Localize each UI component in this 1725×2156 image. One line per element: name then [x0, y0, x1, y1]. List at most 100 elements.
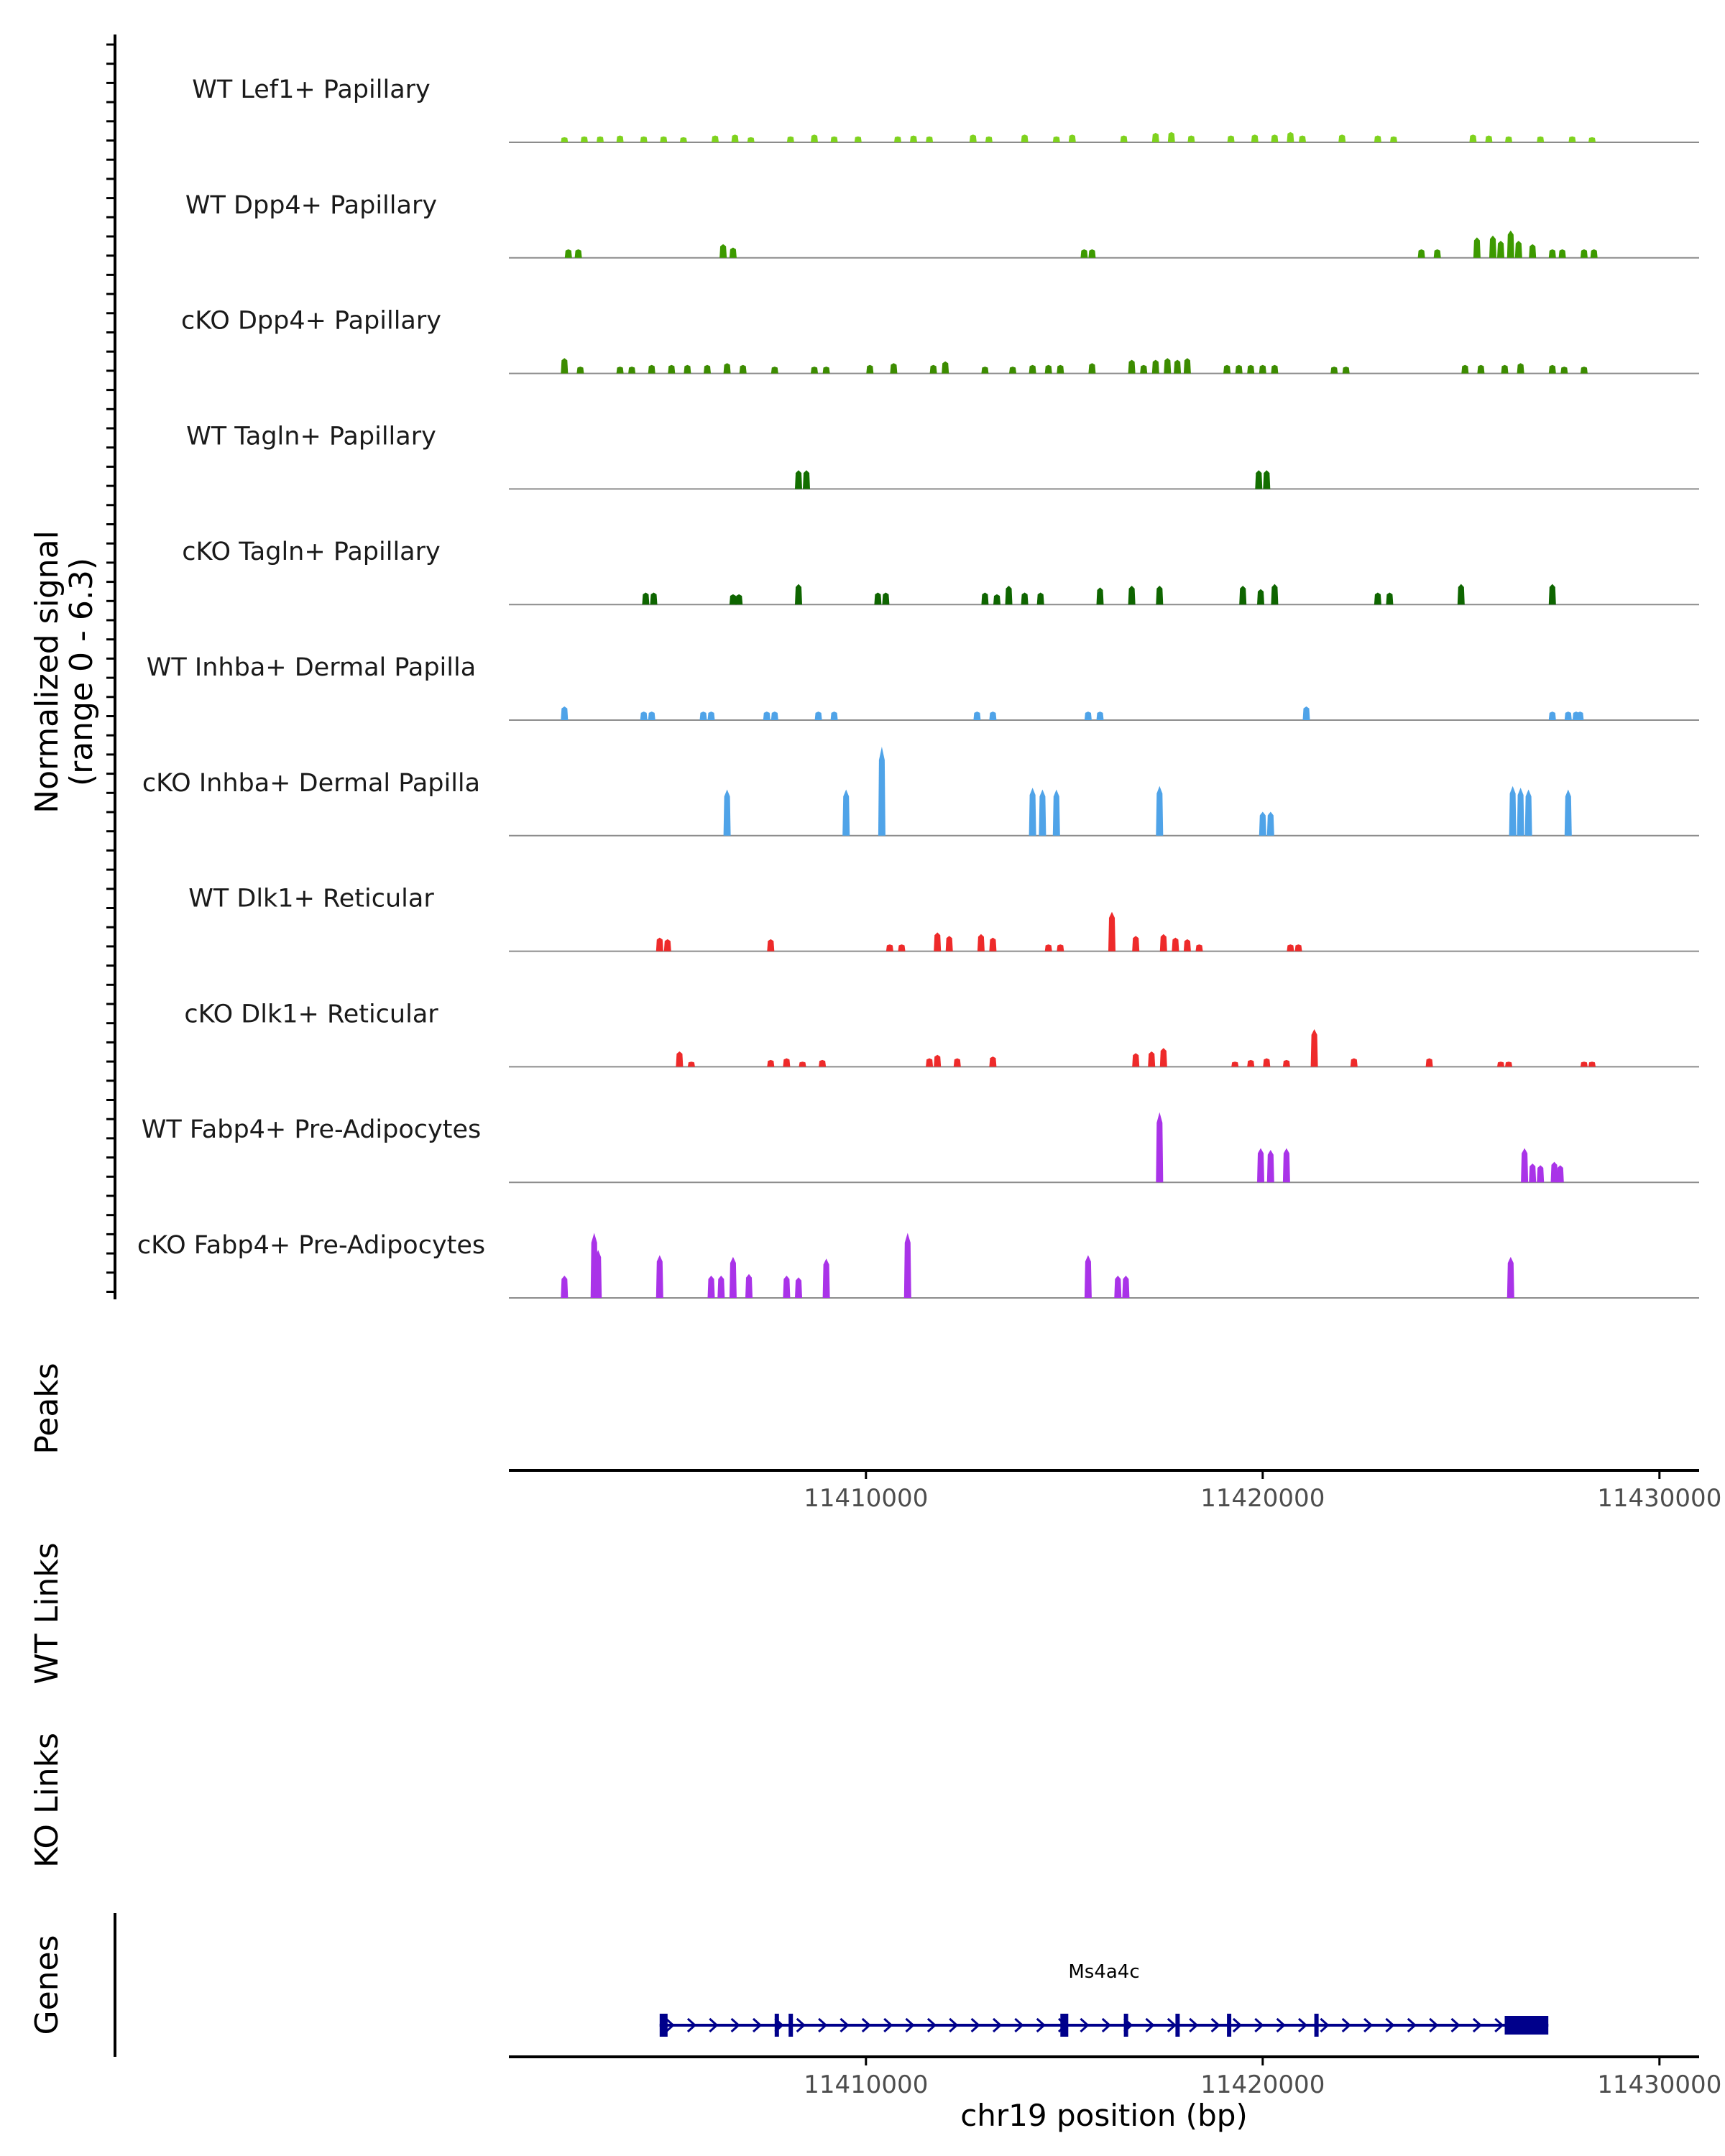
signal-peak	[707, 1276, 715, 1298]
x-axis-title: chr19 position (bp)	[960, 2098, 1248, 2133]
signal-peak	[660, 136, 668, 142]
signal-peak	[1524, 789, 1532, 836]
signal-peak	[1263, 470, 1271, 489]
signal-peak	[1564, 789, 1572, 836]
signal-peak	[723, 789, 731, 836]
signal-peak	[1223, 364, 1231, 374]
signal-peak	[1247, 1059, 1255, 1067]
signal-peak	[1537, 1165, 1545, 1183]
signal-peak	[1021, 592, 1029, 605]
signal-peak	[731, 134, 739, 142]
signal-peak	[898, 944, 906, 952]
ko-links-panel-label: KO Links	[29, 1733, 65, 1868]
signal-peak	[1302, 706, 1310, 720]
gene-strand-arrow	[1429, 2017, 1439, 2033]
signal-peak	[745, 1273, 753, 1298]
signal-peak	[1068, 134, 1076, 142]
signal-peak	[989, 711, 997, 720]
signal-peak	[767, 939, 775, 952]
gene-name-label: Ms4a4c	[1068, 1961, 1139, 1983]
signal-peak	[1505, 136, 1512, 142]
signal-peak	[1108, 911, 1116, 952]
signal-peak	[1251, 134, 1259, 142]
signal-peak	[1227, 135, 1235, 142]
signal-peak	[830, 136, 838, 142]
signal-peak	[1282, 1148, 1290, 1183]
signal-peak	[1156, 586, 1164, 605]
signal-track: WT Dlk1+ Reticular	[188, 885, 1699, 952]
signal-peak	[934, 932, 942, 952]
signal-peak	[1195, 944, 1203, 952]
signal-peak	[1263, 1058, 1271, 1067]
gene-strand-arrow	[1080, 2017, 1090, 2033]
gene-strand-arrow	[1363, 2017, 1374, 2033]
signal-peak	[648, 364, 656, 374]
gene-exon	[774, 2014, 779, 2037]
signal-peak	[1235, 364, 1243, 374]
gene-track: Ms4a4c	[659, 1961, 1549, 2037]
gene-strand-arrow	[1320, 2017, 1330, 2033]
signal-peak	[1080, 249, 1088, 258]
track-label: WT Dpp4+ Papillary	[185, 191, 437, 220]
signal-peak	[1485, 135, 1493, 142]
gene-strand-arrow	[752, 2017, 763, 2033]
signal-peak	[1266, 811, 1274, 836]
peaks-x-axis: 11410000 11420000 11430000	[804, 1470, 1721, 1513]
signal-peak	[882, 592, 890, 605]
track-label: WT Inhba+ Dermal Papilla	[147, 653, 476, 682]
signal-peak	[1096, 711, 1104, 720]
signal-peak	[1088, 249, 1096, 258]
signal-peak	[1287, 944, 1294, 952]
signal-peak	[934, 1054, 942, 1067]
signal-peak	[650, 592, 658, 605]
signal-peak	[668, 364, 676, 374]
signal-peak	[890, 363, 898, 374]
signal-peak	[729, 1256, 737, 1298]
signal-peak	[1239, 586, 1247, 605]
gene-strand-arrow	[1145, 2017, 1155, 2033]
signal-peak	[945, 936, 953, 952]
signal-peak	[926, 1058, 934, 1067]
signal-peak	[770, 367, 778, 374]
signal-peak	[969, 134, 977, 142]
signal-peak	[1469, 134, 1477, 142]
gene-strand-arrow	[686, 2017, 697, 2033]
signal-peak	[803, 470, 810, 489]
signal-peak	[735, 594, 743, 605]
signal-peak	[903, 1233, 911, 1298]
gene-strand-arrow	[1472, 2017, 1483, 2033]
track-label: cKO Fabp4+ Pre-Adipocytes	[137, 1231, 485, 1260]
signal-peak	[973, 711, 981, 720]
signal-peak	[729, 247, 737, 258]
signal-peak	[1036, 592, 1044, 605]
signal-peak	[1517, 788, 1524, 836]
signal-peak	[1501, 364, 1509, 374]
signal-peak	[597, 136, 604, 142]
signal-peak	[767, 1059, 775, 1067]
signal-track: cKO Tagln+ Papillary	[182, 538, 1699, 606]
x-axis-tick-label: 11430000	[1597, 1484, 1721, 1513]
signal-peak	[795, 1277, 802, 1298]
gene-strand-arrow	[1014, 2017, 1024, 2033]
signal-track: WT Dpp4+ Papillary	[185, 191, 1699, 259]
signal-peak	[1514, 241, 1522, 258]
gene-exon	[1123, 2014, 1128, 2037]
signal-peak	[1183, 939, 1191, 952]
signal-peak	[795, 584, 802, 605]
signal-peak	[1477, 364, 1485, 374]
signal-peak	[1529, 1164, 1537, 1183]
signal-track: WT Fabp4+ Pre-Adipocytes	[142, 1112, 1699, 1184]
signal-peak	[1529, 244, 1537, 258]
signal-peak	[1299, 135, 1306, 142]
signal-peak	[1338, 134, 1346, 142]
signal-peak	[561, 358, 569, 374]
signal-peak	[1537, 136, 1545, 142]
signal-peak	[1576, 711, 1584, 720]
signal-peak	[1390, 136, 1397, 142]
signal-peak	[1052, 789, 1060, 836]
gene-strand-arrow	[1450, 2017, 1460, 2033]
signal-peak	[628, 367, 636, 374]
gene-strand-arrow	[730, 2017, 740, 2033]
signal-peak	[1433, 249, 1441, 258]
